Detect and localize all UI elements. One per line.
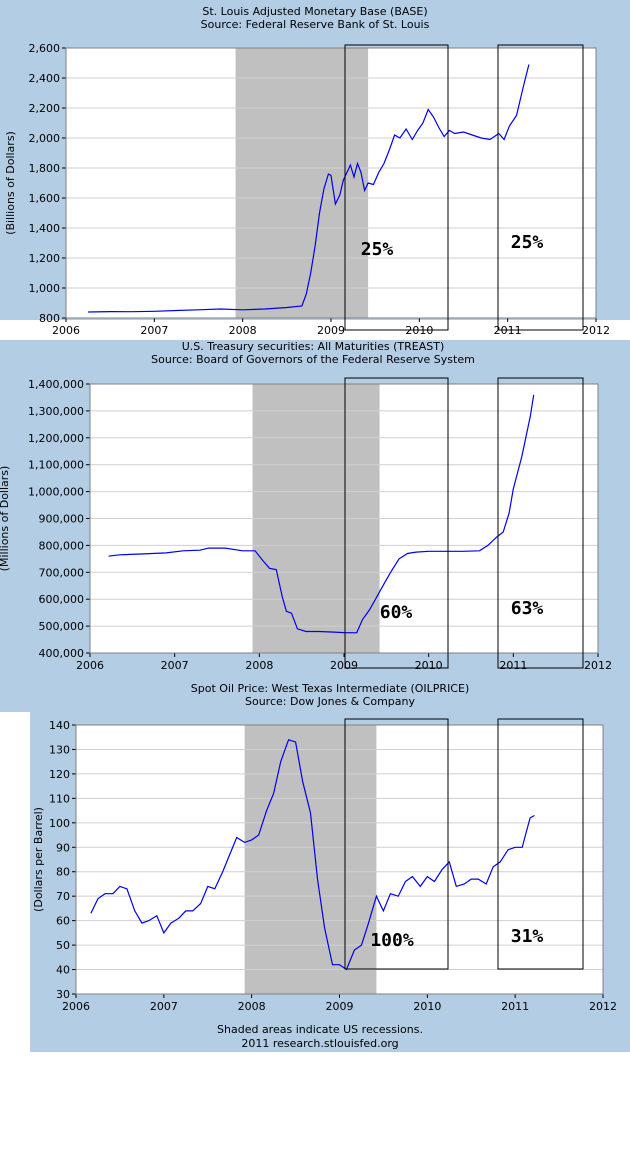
- y-tick-label: 800: [39, 312, 60, 325]
- chart-1: 800 1,000 1,200 1,400 1,600 1,800 2,000 2,200 2,…: [4, 5, 610, 337]
- x-tick-label: 2012: [589, 1000, 617, 1013]
- chart-3: 30 40 50 60 70 80 90 100 110 120 130 140 2006 2007 200…: [32, 682, 617, 1013]
- x-tick-label: 2006: [76, 659, 104, 672]
- y-tick-label: 140: [49, 719, 70, 732]
- x-tick-label: 2010: [415, 659, 443, 672]
- y-tick-label: 80: [56, 866, 70, 879]
- y-tick-label: 50: [56, 939, 70, 952]
- annotation-box: [497, 718, 584, 970]
- annotation-label: 31%: [511, 926, 544, 947]
- x-tick-label: 2009: [317, 324, 345, 337]
- annotation-box: [497, 44, 584, 331]
- y-tick-label: 1,200,000: [28, 432, 84, 445]
- y-tick-label: 2,200: [29, 102, 61, 115]
- y-tick-label: 400,000: [39, 647, 85, 660]
- annotation-label: 25%: [361, 239, 394, 260]
- y-tick-label: 130: [49, 743, 70, 756]
- x-tick-label: 2007: [140, 324, 168, 337]
- x-tick-label: 2011: [499, 659, 527, 672]
- x-tick-label: 2006: [52, 324, 80, 337]
- x-tick-label: 2006: [62, 1000, 90, 1013]
- plot-border: [65, 47, 597, 319]
- x-tick-label: 2009: [330, 659, 358, 672]
- y-tick-label: 60: [56, 915, 70, 928]
- y-axis-label: (Dollars per Barrel): [32, 807, 45, 912]
- chart-title: U.S. Treasury securities: All Maturities…: [182, 340, 445, 353]
- y-tick-label: 40: [56, 964, 70, 977]
- y-tick-label: 1,400,000: [28, 378, 84, 391]
- x-tick-label: 2007: [161, 659, 189, 672]
- annotation-box: [344, 377, 449, 669]
- y-tick-label: 1,800: [29, 162, 61, 175]
- y-tick-label: 2,600: [29, 42, 61, 55]
- y-axis-label: (Millions of Dollars): [0, 466, 11, 572]
- y-tick-label: 700,000: [39, 566, 85, 579]
- y-tick-label: 1,000,000: [28, 486, 84, 499]
- chart-subtitle: Source: Federal Reserve Bank of St. Loui…: [201, 18, 430, 31]
- chart-title: Spot Oil Price: West Texas Intermediate …: [191, 682, 469, 695]
- y-tick-label: 90: [56, 841, 70, 854]
- annotation-label: 60%: [380, 602, 413, 623]
- series-line-base: [88, 64, 530, 313]
- y-tick-label: 900,000: [39, 513, 85, 526]
- y-tick-label: 1,400: [29, 222, 61, 235]
- y-tick-label: 600,000: [39, 593, 85, 606]
- footer-note: Shaded areas indicate US recessions.: [217, 1023, 423, 1036]
- x-tick-label: 2010: [413, 1000, 441, 1013]
- series-line-oilprice: [90, 738, 535, 971]
- y-tick-label: 100: [49, 817, 70, 830]
- y-tick-label: 1,600: [29, 192, 61, 205]
- x-tick-label: 2007: [150, 1000, 178, 1013]
- y-tick-label: 800,000: [39, 539, 85, 552]
- annotation-label: 100%: [370, 930, 414, 951]
- y-tick-label: 2,000: [29, 132, 61, 145]
- x-tick-label: 2008: [245, 659, 273, 672]
- annotation-label: 25%: [511, 232, 544, 253]
- recession-band: [244, 725, 377, 994]
- y-axis-label: (Billions of Dollars): [4, 131, 17, 235]
- series-line-treast: [108, 394, 535, 634]
- x-tick-label: 2009: [326, 1000, 354, 1013]
- y-tick-label: 1,200: [29, 252, 61, 265]
- y-tick-label: 500,000: [39, 620, 85, 633]
- x-tick-label: 2011: [501, 1000, 529, 1013]
- y-tick-label: 70: [56, 890, 70, 903]
- x-tick-label: 2008: [229, 324, 257, 337]
- annotation-label: 63%: [511, 598, 544, 619]
- y-tick-label: 1,100,000: [28, 459, 84, 472]
- recession-band: [235, 48, 369, 318]
- y-tick-label: 1,300,000: [28, 405, 84, 418]
- y-tick-label: 1,000: [29, 282, 61, 295]
- x-tick-label: 2008: [238, 1000, 266, 1013]
- footer-credit: 2011 research.stlouisfed.org: [241, 1037, 398, 1050]
- chart-2: 400,000 500,000 600,000 700,000 800,000 900,0…: [0, 340, 612, 672]
- y-tick-label: 2,400: [29, 72, 61, 85]
- chart-subtitle: Source: Board of Governors of the Federa…: [151, 353, 475, 366]
- annotation-box: [344, 44, 449, 331]
- y-tick-label: 30: [56, 988, 70, 1001]
- plot-border: [75, 724, 604, 995]
- annotation-box: [497, 377, 584, 669]
- chart-subtitle: Source: Dow Jones & Company: [245, 695, 416, 708]
- x-tick-label: 2012: [584, 659, 612, 672]
- y-tick-label: 110: [49, 792, 70, 805]
- annotation-box: [344, 718, 449, 970]
- chart-title: St. Louis Adjusted Monetary Base (BASE): [202, 5, 427, 18]
- plot-border: [89, 383, 599, 654]
- y-tick-label: 120: [49, 768, 70, 781]
- x-tick-label: 2012: [582, 324, 610, 337]
